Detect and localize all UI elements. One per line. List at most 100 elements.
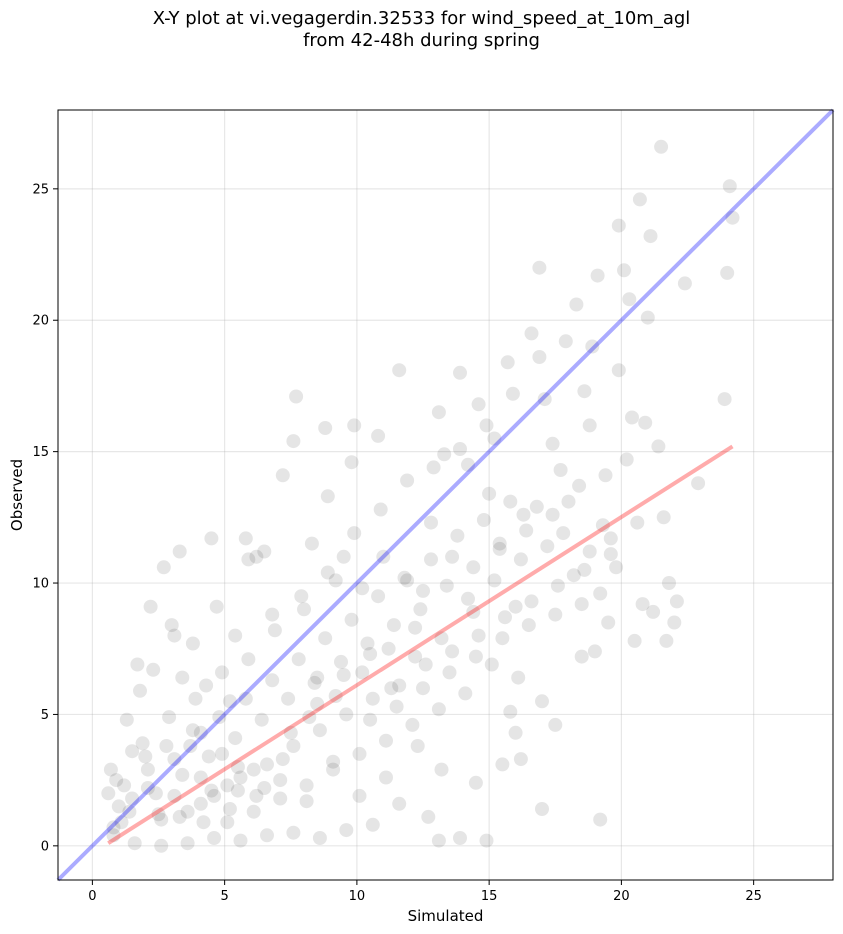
scatter-point <box>431 833 446 848</box>
grid-lines <box>58 110 833 880</box>
scatter-point <box>193 725 208 740</box>
scatter-point <box>363 647 378 661</box>
scatter-point <box>289 389 304 404</box>
scatter-point <box>172 544 187 559</box>
scatter-point <box>437 447 452 462</box>
scatter-point <box>545 507 560 522</box>
scatter-point <box>590 268 605 283</box>
scatter-point <box>487 431 502 446</box>
scatter-point <box>241 552 256 567</box>
y-tick-label: 25 <box>32 182 49 197</box>
scatter-point <box>125 744 140 759</box>
scatter-point <box>291 652 306 667</box>
scatter-point <box>140 762 155 777</box>
scatter-point <box>603 547 618 562</box>
scatter-point <box>180 836 195 851</box>
scatter-point <box>339 707 354 722</box>
scatter-point <box>156 560 171 575</box>
scatter-point <box>431 405 446 420</box>
scatter-point <box>450 528 465 543</box>
scatter-point <box>106 828 121 843</box>
scatter-point <box>587 644 602 659</box>
scatter-point <box>691 476 706 491</box>
scatter-point <box>286 825 301 840</box>
scatter-point <box>566 568 581 583</box>
scatter-point <box>188 691 203 706</box>
scatter-point <box>127 836 142 851</box>
scatter-point <box>297 602 311 617</box>
scatter-point <box>220 778 235 793</box>
identity-line <box>56 108 835 882</box>
scatter-point <box>254 712 269 727</box>
scatter-point <box>609 560 624 575</box>
scatter-point <box>365 817 380 832</box>
scatter-point <box>458 686 473 701</box>
scatter-point <box>617 263 631 278</box>
scatter-point <box>228 628 243 643</box>
scatter-point <box>722 179 737 194</box>
scatter-point <box>101 786 116 801</box>
scatter-point <box>408 620 423 635</box>
scatter-point <box>410 739 425 753</box>
scatter-point <box>111 799 126 814</box>
scatter-point <box>185 723 200 738</box>
scatter-point <box>230 783 245 798</box>
scatter-point <box>106 820 121 835</box>
scatter-point <box>183 739 198 753</box>
y-tick-label: 5 <box>41 708 49 723</box>
scatter-point <box>138 749 153 764</box>
scatter-point <box>360 636 375 651</box>
scatter-point <box>424 515 438 530</box>
scatter-point <box>312 831 327 845</box>
scatter-point <box>677 276 692 291</box>
scatter-point <box>550 578 565 593</box>
scatter-point <box>283 725 298 740</box>
scatter-point <box>267 623 282 638</box>
scatter-point <box>193 770 208 785</box>
scatter-point <box>548 717 563 732</box>
scatter-point <box>328 573 343 588</box>
scatter-point <box>249 788 264 803</box>
scatter-point <box>310 670 325 685</box>
scatter-point <box>532 260 547 275</box>
scatter-point <box>662 576 676 590</box>
scatter-point <box>601 615 616 630</box>
scatter-point <box>582 418 597 433</box>
scatter-point <box>476 513 491 527</box>
x-tick-label: 20 <box>613 889 630 904</box>
scatter-point <box>249 549 264 564</box>
y-axis-label: Observed <box>8 459 26 531</box>
scatter-point <box>492 541 507 556</box>
scatter-point <box>222 802 237 816</box>
chart-title-line-1: X-Y plot at vi.vegagerdin.32533 for wind… <box>152 8 691 29</box>
scatter-point <box>336 549 351 564</box>
scatter-point <box>471 628 486 643</box>
scatter-point <box>413 602 428 617</box>
scatter-point <box>725 210 740 225</box>
scatter-point <box>416 583 430 598</box>
scatter-point <box>212 710 227 725</box>
scatter-point <box>439 578 454 593</box>
scatter-point <box>175 767 190 782</box>
scatter-point <box>347 418 362 433</box>
scatter-point <box>535 802 549 816</box>
scatter-point <box>215 665 229 680</box>
scatter-point <box>260 757 274 772</box>
scatter-point <box>130 657 145 672</box>
scatter-point <box>233 770 248 785</box>
scatter-point <box>445 644 460 659</box>
plot-frame <box>57 109 834 881</box>
scatter-point <box>312 723 327 738</box>
x-axis-label: Simulated <box>408 907 484 925</box>
scatter-point <box>524 594 539 609</box>
scatter-point <box>553 463 568 477</box>
scatter-point <box>220 815 235 830</box>
scatter-point <box>654 139 669 154</box>
scatter-point <box>379 733 393 748</box>
scatter-point <box>304 536 319 551</box>
scatter-point <box>638 415 653 430</box>
scatter-point <box>468 649 483 664</box>
scatter-point <box>611 218 626 233</box>
scatter-point <box>114 815 129 830</box>
